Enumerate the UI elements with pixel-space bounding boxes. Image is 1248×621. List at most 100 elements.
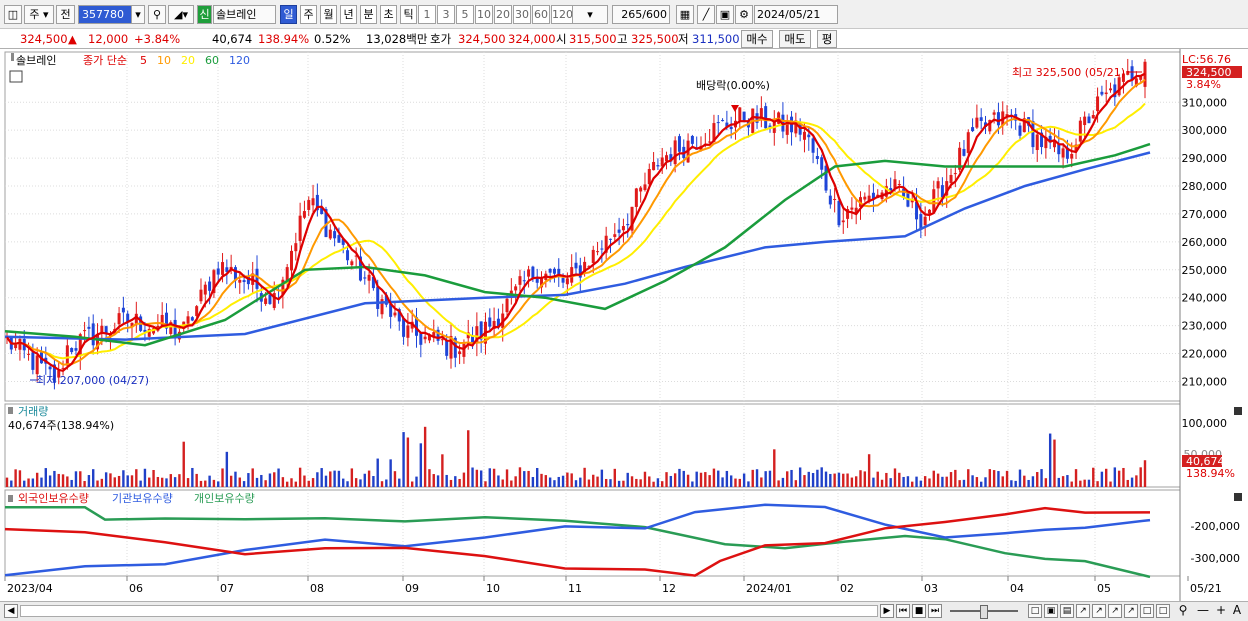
font-size-icon[interactable]: A	[1232, 603, 1242, 617]
price-tick-label: 240,000	[1182, 292, 1228, 305]
candle-body	[1052, 140, 1056, 148]
interval-10[interactable]: 10	[475, 5, 493, 24]
scroll-left-icon[interactable]: ◀	[4, 604, 18, 618]
candle-body	[794, 120, 798, 134]
candle-body	[117, 313, 121, 325]
eval-button[interactable]: 평	[817, 30, 837, 48]
tool-icon-6[interactable]: ↗	[1108, 604, 1122, 618]
volume-bar	[346, 481, 349, 487]
candle-body	[449, 335, 453, 359]
bar-count[interactable]: 265/600	[612, 5, 670, 24]
zoom-search-icon[interactable]: ⚲	[1178, 603, 1188, 617]
indicator-icon[interactable]: ▦	[676, 5, 694, 24]
stock-code-input[interactable]: 357780	[78, 5, 144, 24]
tab-timeframe-0[interactable]: 일	[280, 5, 297, 24]
save-icon[interactable]: ▣	[716, 5, 734, 24]
volume-bar	[859, 470, 862, 487]
last-page-icon[interactable]: ⏭	[928, 604, 942, 618]
tool-icon-5[interactable]: ↗	[1092, 604, 1106, 618]
stop-icon[interactable]: ■	[912, 604, 926, 618]
price-tick-label: 260,000	[1182, 236, 1228, 249]
sell-button[interactable]: 매도	[779, 30, 811, 48]
interval-30[interactable]: 30	[513, 5, 531, 24]
gear-icon[interactable]: ⚙	[735, 5, 753, 24]
dividend-marker	[731, 105, 739, 112]
volume-bar	[837, 472, 841, 487]
candle-body	[1022, 118, 1026, 133]
candle-body	[690, 135, 694, 144]
volume-marker	[8, 407, 13, 414]
zoom-out-icon[interactable]: —	[1197, 603, 1209, 617]
tool-icon-1[interactable]: □	[1028, 604, 1042, 618]
volume-bar	[83, 481, 86, 487]
volume-bar	[717, 470, 720, 487]
zoom-slider-thumb[interactable]	[980, 605, 988, 619]
candle-body	[1035, 134, 1039, 151]
tool-icon-2[interactable]: ▣	[1044, 604, 1058, 618]
candle-body	[725, 122, 729, 128]
tool-icon-8[interactable]: □	[1140, 604, 1154, 618]
volume-bar	[1036, 472, 1039, 487]
ma5-line	[6, 72, 1146, 372]
volume-bar	[100, 478, 104, 487]
search-icon[interactable]: ⚲	[148, 5, 166, 24]
volume-bar	[393, 471, 397, 487]
candle-body	[992, 112, 996, 115]
stock-name[interactable]: 솔브레인	[213, 5, 276, 24]
volume-bar	[350, 468, 354, 487]
interval-5[interactable]: 5	[456, 5, 474, 24]
chevron-down-icon[interactable]: ▾	[131, 5, 145, 24]
candle-body	[729, 126, 733, 130]
draw-tool-icon[interactable]: ╱	[697, 5, 715, 24]
scroll-right-icon[interactable]: ▶	[880, 604, 894, 618]
volume-bar	[406, 437, 410, 487]
first-page-icon[interactable]: ⏮	[896, 604, 910, 618]
speaker-icon[interactable]: ◢▾	[168, 5, 194, 24]
period-select[interactable]: 주 ▾	[24, 5, 54, 24]
legend-series-120: 120	[229, 54, 250, 67]
prev-button[interactable]: 전	[56, 5, 75, 24]
volume-bar	[570, 473, 573, 487]
tool-icon-9[interactable]: □	[1156, 604, 1170, 618]
volume-bar	[997, 471, 1000, 487]
scroll-track[interactable]	[20, 605, 878, 617]
interval-3[interactable]: 3	[437, 5, 455, 24]
layout-icon[interactable]: ◫	[4, 5, 22, 24]
volume-bar	[548, 477, 552, 487]
interval-20[interactable]: 20	[494, 5, 512, 24]
volume-bar	[992, 470, 996, 487]
tool-icon-4[interactable]: ↗	[1076, 604, 1090, 618]
interval-1[interactable]: 1	[418, 5, 436, 24]
date-input[interactable]: 2024/05/21	[754, 5, 838, 24]
candle-body	[290, 250, 293, 271]
volume-bar	[423, 426, 427, 487]
volume-bar	[432, 474, 435, 487]
interval-select[interactable]: ▾	[572, 5, 608, 24]
zoom-in-icon[interactable]: +	[1215, 603, 1227, 617]
tab-timeframe-5[interactable]: 초	[380, 5, 397, 24]
tab-timeframe-6[interactable]: 틱	[400, 5, 417, 24]
candle-body	[915, 201, 919, 220]
chart-area[interactable]: 210,000 220,000 230,000 240,000 250,000 260,0…	[0, 49, 1248, 601]
buy-button[interactable]: 매수	[741, 30, 773, 48]
volume-bar	[1001, 476, 1004, 487]
tab-timeframe-1[interactable]: 주	[300, 5, 317, 24]
candle-body	[1005, 114, 1009, 117]
volume-bar	[665, 472, 668, 487]
interval-60[interactable]: 60	[532, 5, 550, 24]
volume-bar	[1079, 480, 1082, 487]
bottom-scrollbar[interactable]: ◀ ▶ ⏮ ■ ⏭ □ ▣ ▤ ↗ ↗ ↗ ↗ □ □ ⚲ — + A	[0, 601, 1248, 621]
interval-120[interactable]: 120	[551, 5, 573, 24]
tool-icon-3[interactable]: ▤	[1060, 604, 1074, 618]
tool-icon-7[interactable]: ↗	[1124, 604, 1138, 618]
volume-bar	[1027, 479, 1030, 487]
candle-body	[910, 199, 914, 203]
candle-body	[195, 306, 199, 317]
tab-timeframe-3[interactable]: 년	[340, 5, 357, 24]
volume-bar	[975, 477, 979, 487]
volume-bar	[561, 475, 565, 487]
candle-body	[307, 200, 311, 210]
tab-timeframe-4[interactable]: 분	[360, 5, 377, 24]
tab-timeframe-2[interactable]: 월	[320, 5, 337, 24]
volume-bar	[247, 473, 250, 487]
